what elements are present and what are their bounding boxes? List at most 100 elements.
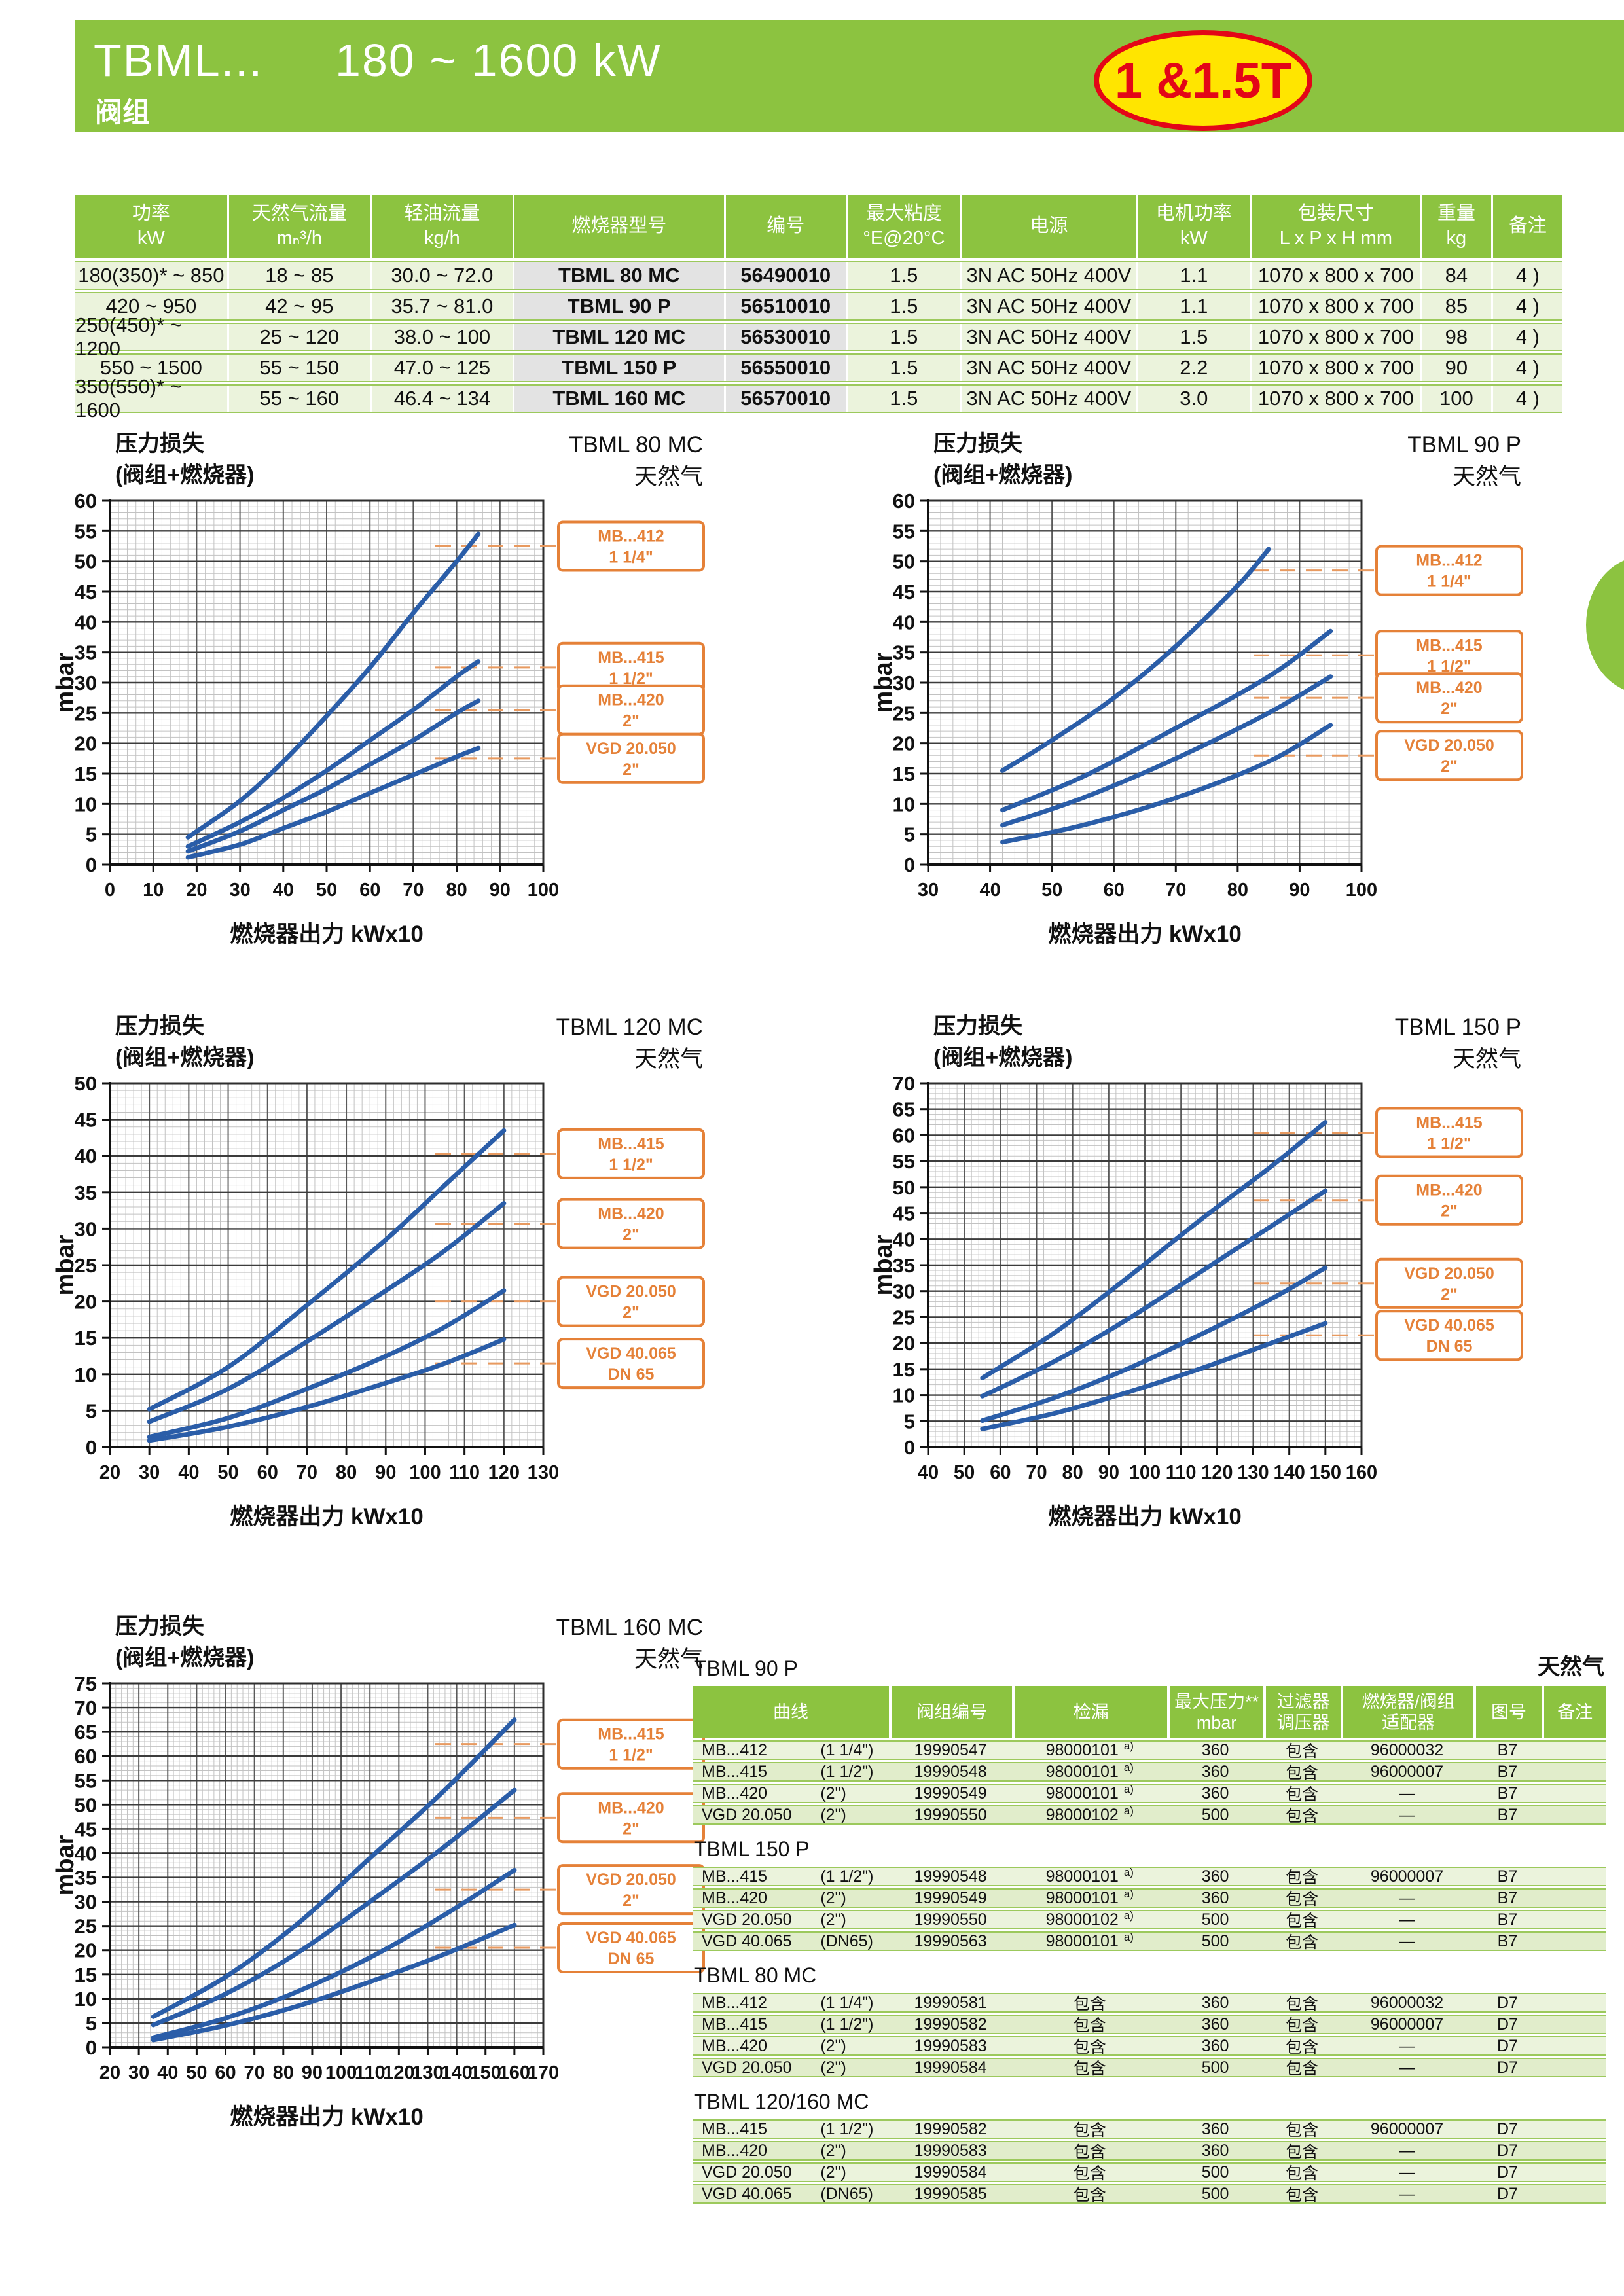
figure-cell: D7 [1496, 2119, 1518, 2138]
size-cell: (1 1/4") [820, 1993, 874, 2012]
svg-text:35: 35 [75, 641, 97, 664]
pressure-loss-label: 压力损失 (阀组+燃烧器) [933, 1014, 1073, 1070]
max-pressure-cell: 500 [1201, 2162, 1229, 2181]
leak-value: 包含 [1073, 2143, 1106, 2161]
max-pressure-cell: 500 [1201, 1931, 1229, 1950]
valve-number-cell: 19990550 [914, 1805, 987, 1824]
svg-text:50: 50 [75, 1793, 97, 1816]
table-cell: 4 ) [1490, 355, 1562, 381]
adapter-cell: — [1399, 1931, 1416, 1950]
header-line2: kg/h [424, 228, 460, 249]
filter-cell: 包含 [1286, 2164, 1319, 2183]
valve-number-cell: 19990548 [914, 1867, 987, 1886]
svg-text:40: 40 [75, 611, 97, 634]
valve-number-cell: 19990549 [914, 1888, 987, 1907]
adapter-cell: — [1399, 1910, 1416, 1929]
leak-check-cell: 98000101 a) [1012, 1866, 1167, 1886]
leak-check-cell: 98000101 a) [1012, 1740, 1167, 1759]
valve-number-cell: 19990581 [914, 1993, 987, 2012]
svg-text:10: 10 [75, 793, 97, 816]
curve-cell: MB...415 [702, 1867, 768, 1886]
note-cell [1542, 2164, 1606, 2181]
svg-text:70: 70 [244, 2062, 265, 2083]
table-cell: 3N AC 50Hz 400V [960, 386, 1136, 412]
svg-text:燃烧器出力 kWx10: 燃烧器出力 kWx10 [1048, 922, 1242, 947]
svg-text:25: 25 [75, 1915, 97, 1938]
header-line1: 最大压力** [1174, 1691, 1259, 1712]
size-cell: (1 1/2") [820, 2119, 874, 2138]
note-cell [1542, 2037, 1606, 2054]
svg-text:45: 45 [75, 1818, 97, 1840]
svg-text:140: 140 [441, 2062, 472, 2083]
leak-footnote: a) [1123, 1761, 1134, 1774]
column-header: 功率 kW [75, 195, 227, 258]
svg-text:1 1/2": 1 1/2" [609, 1156, 653, 1174]
svg-text:2": 2" [623, 712, 640, 730]
leak-check-cell: 包含 [1012, 2016, 1167, 2035]
svg-text:60: 60 [990, 1462, 1011, 1483]
svg-text:5: 5 [86, 2012, 97, 2035]
figure-cell: B7 [1497, 1762, 1518, 1781]
table-cell: 1.1 [1135, 262, 1250, 289]
size-cell: (1 1/2") [820, 2015, 874, 2034]
pressure-loss-plot: 20 30 40 50 60 70 80 90 100 110 120 130 0 5 10 15 20 25 30… [52, 1072, 705, 1530]
page-title: TBML... 180 ~ 1600 kW [94, 34, 662, 86]
svg-text:160: 160 [1346, 1462, 1377, 1483]
svg-text:70: 70 [403, 880, 424, 901]
svg-text:1 1/4": 1 1/4" [609, 548, 653, 567]
table-cell: 1070 x 800 x 700 [1250, 324, 1420, 350]
table-row: VGD 40.065 (DN65) 19990563 98000101 a) 500 包含 —… [693, 1931, 1606, 1952]
svg-text:40: 40 [273, 880, 294, 901]
header-line2: °E@20°C [863, 228, 945, 249]
svg-text:mbar: mbar [52, 1835, 79, 1895]
svg-text:70: 70 [297, 1462, 317, 1483]
pressure-loss-plot: 20 30 40 50 60 70 80 90 100110120130140150160170… [52, 1672, 705, 2130]
svg-text:60: 60 [1104, 880, 1125, 901]
svg-text:2": 2" [1441, 700, 1458, 718]
leak-footnote: a) [1123, 1888, 1134, 1900]
chart-header: 压力损失 (阀组+燃烧器) TBML 160 MC 天然气 [58, 1611, 712, 1677]
chart-tbml-80-mc: 压力损失 (阀组+燃烧器) TBML 80 MC 天然气 0 10 20 30 40 50… [52, 429, 712, 952]
svg-text:90: 90 [1098, 1462, 1119, 1483]
leak-value: 98000101 [1045, 1867, 1119, 1886]
svg-text:90: 90 [375, 1462, 396, 1483]
svg-text:10: 10 [75, 1363, 97, 1386]
leak-check-cell: 包含 [1012, 2142, 1167, 2161]
header-line2: mbar [1196, 1713, 1237, 1732]
curve-cell: MB...415 [702, 1762, 768, 1781]
leak-value: 98000102 [1045, 1910, 1119, 1929]
size-cell: (DN65) [820, 1931, 873, 1950]
svg-text:40: 40 [178, 1462, 199, 1483]
svg-text:50: 50 [75, 1072, 97, 1095]
svg-text:MB...420: MB...420 [1416, 1181, 1482, 1200]
svg-text:20: 20 [75, 1939, 97, 1962]
svg-text:55: 55 [893, 520, 915, 543]
chart-tbml-120-mc: 压力损失 (阀组+燃烧器) TBML 120 MC 天然气 20 30 40 50 60… [52, 1011, 712, 1535]
leak-value: 包含 [1073, 1995, 1106, 2013]
valve-group-parts-table: TBML 90 P 天然气 曲线 阀组编号 检漏 最大压力** mbar 过滤器 调压器 燃烧器/… [693, 1655, 1606, 2204]
header-line1: 燃烧器型号 [571, 215, 667, 237]
curve-cell: MB...420 [702, 1888, 768, 1907]
table-cell: 90 [1419, 355, 1491, 381]
filter-cell: 包含 [1286, 1995, 1319, 2013]
svg-text:150: 150 [470, 2062, 501, 2083]
svg-text:30: 30 [139, 1462, 160, 1483]
svg-text:160: 160 [499, 2062, 530, 2083]
table-cell: 1.1 [1135, 293, 1250, 319]
svg-text:100: 100 [1346, 880, 1377, 901]
table-row: VGD 20.050 (2") 19990550 98000102 a) 500 包含 — B7 [693, 1804, 1606, 1825]
svg-text:30: 30 [918, 880, 939, 901]
svg-text:mbar: mbar [52, 1234, 79, 1295]
svg-text:50: 50 [75, 550, 97, 573]
figure-cell: D7 [1496, 1993, 1518, 2012]
svg-text:120: 120 [1201, 1462, 1233, 1483]
table-row: MB...420 (2") 19990549 98000101 a) 360 包含 — B7 [693, 1888, 1606, 1909]
section-title: TBML 120/160 MC [694, 2088, 1604, 2114]
table-row: VGD 20.050 (2") 19990584 包含 500 包含 — D7 [693, 2162, 1606, 2183]
adapter-cell: — [1399, 2162, 1416, 2181]
column-header: 燃烧器/阀组 适配器 [1341, 1686, 1473, 1738]
svg-text:5: 5 [904, 823, 915, 846]
leak-footnote: a) [1123, 1909, 1134, 1922]
table-cell: 1.5 [1135, 324, 1250, 350]
svg-text:60: 60 [893, 490, 915, 512]
